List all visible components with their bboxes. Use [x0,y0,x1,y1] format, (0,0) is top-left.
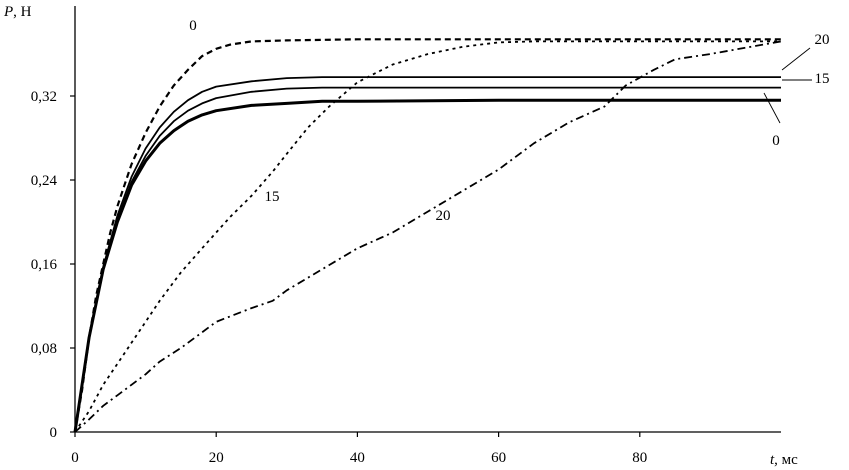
x-tick-label: 20 [209,450,224,466]
y-axis-unit: , Н [13,4,32,20]
x-axis-label: t, мс [770,452,798,468]
x-tick-label: 0 [71,450,79,466]
series-line-dashdot-20 [74,40,782,433]
curve-label-leader [763,92,781,124]
curve-label: 0 [772,133,780,149]
curve-label: 20 [436,208,451,224]
curve-label: 20 [815,32,830,48]
series-line-solid-20 [74,76,781,433]
x-axis-unit: , мс [774,452,798,468]
y-axis-label: P, Н [3,4,32,20]
x-axis-variable: t [770,452,775,468]
axes: P, Н t, мс [3,4,798,468]
curve-label: 15 [815,71,830,87]
curve-label: 0 [189,18,197,34]
curve-label: 15 [265,189,280,205]
series-line-solid-15 [74,86,781,433]
x-tick-label: 40 [350,450,365,466]
series-line-dashed-fine-15 [74,40,781,433]
y-tick-label: 0,32 [31,89,57,105]
y-axis-variable: P [3,4,13,20]
y-tick-label: 0 [50,425,58,441]
ticks: 0 20 40 60 80 0 0,08 0,16 0,24 0,32 [31,89,648,466]
y-tick-label: 0,16 [31,257,58,273]
series-line-dashed-short-0 [73,38,781,433]
y-tick-label: 0,08 [31,341,57,357]
curve-label-leader [781,47,811,71]
series-line-solid-0 [73,98,781,433]
y-tick-label: 0,24 [31,173,58,189]
x-tick-label: 80 [632,450,647,466]
curves [73,38,782,433]
x-tick-label: 60 [491,450,506,466]
curve-labels: 0 15 20 0 15 20 [189,18,829,224]
